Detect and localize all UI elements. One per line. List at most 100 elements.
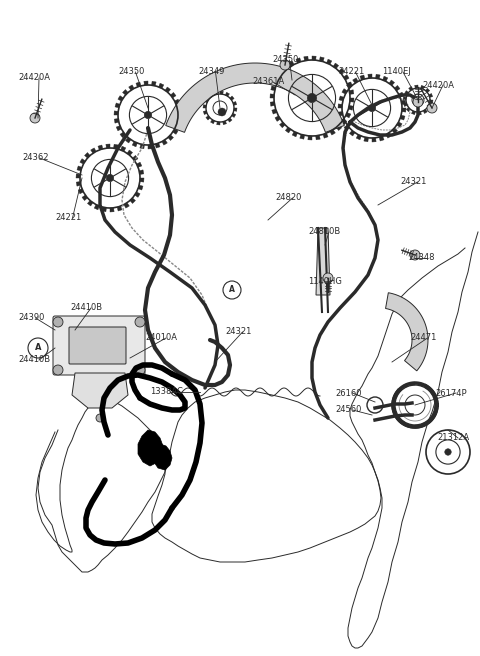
Polygon shape [114,144,118,149]
Polygon shape [319,57,324,62]
Polygon shape [87,201,93,206]
Text: 24410B: 24410B [70,304,102,312]
Polygon shape [272,109,277,114]
Polygon shape [411,382,415,385]
Polygon shape [392,401,396,405]
Text: 24349: 24349 [198,68,224,77]
Polygon shape [124,203,129,208]
Polygon shape [308,136,312,140]
Polygon shape [386,133,391,138]
Polygon shape [178,115,182,119]
Text: 24420A: 24420A [18,73,50,83]
Polygon shape [404,383,408,388]
Polygon shape [72,373,128,408]
Polygon shape [232,113,236,117]
Text: 24420A: 24420A [422,81,454,89]
Polygon shape [137,162,142,167]
Circle shape [107,174,114,182]
Polygon shape [304,56,308,61]
Polygon shape [118,96,123,101]
Text: 24321: 24321 [400,178,426,186]
Polygon shape [208,94,212,98]
Polygon shape [177,107,182,112]
Polygon shape [117,206,122,211]
Polygon shape [154,444,172,470]
Polygon shape [132,155,138,161]
Polygon shape [94,205,99,210]
Polygon shape [273,78,278,83]
Polygon shape [203,105,206,108]
Polygon shape [383,76,388,81]
Circle shape [28,338,48,358]
Polygon shape [300,134,305,139]
Polygon shape [270,102,275,106]
Polygon shape [408,87,413,91]
Polygon shape [403,96,406,100]
Polygon shape [214,91,217,95]
Polygon shape [165,87,170,92]
Polygon shape [397,388,402,392]
Polygon shape [138,185,143,190]
Polygon shape [98,145,103,150]
Text: 24010A: 24010A [145,333,177,342]
Polygon shape [270,94,274,98]
FancyBboxPatch shape [53,316,145,375]
Polygon shape [326,59,332,64]
Text: 24321: 24321 [225,327,252,337]
Polygon shape [347,83,352,88]
Text: 21312A: 21312A [437,434,469,443]
Polygon shape [350,98,354,102]
Polygon shape [356,134,361,140]
Polygon shape [173,129,178,134]
Circle shape [135,317,145,327]
Text: 24810B: 24810B [308,228,340,237]
Polygon shape [339,68,345,74]
Polygon shape [225,92,229,96]
Polygon shape [353,78,358,83]
Circle shape [307,93,317,102]
Polygon shape [114,119,119,123]
Polygon shape [152,81,156,86]
Polygon shape [140,144,144,149]
Text: 24410B: 24410B [18,356,50,365]
Polygon shape [402,108,406,112]
Polygon shape [431,390,435,395]
Polygon shape [234,108,237,112]
Polygon shape [120,146,126,152]
Polygon shape [220,91,223,94]
Text: 24221: 24221 [338,68,364,77]
Polygon shape [344,75,349,80]
Polygon shape [406,108,410,112]
Polygon shape [125,138,131,143]
Text: A: A [35,344,41,352]
Polygon shape [340,119,346,124]
Polygon shape [158,83,164,89]
FancyBboxPatch shape [69,327,126,364]
Polygon shape [395,415,400,420]
Polygon shape [344,125,349,131]
Polygon shape [422,422,427,426]
Polygon shape [420,85,424,89]
Polygon shape [398,92,404,97]
Text: 24390: 24390 [18,314,44,323]
Polygon shape [330,130,336,135]
Polygon shape [78,189,84,194]
Circle shape [413,97,423,107]
Polygon shape [392,409,396,413]
Polygon shape [423,110,427,113]
Polygon shape [379,136,384,141]
Circle shape [410,250,420,260]
Polygon shape [435,405,438,409]
Circle shape [427,103,437,113]
Polygon shape [347,82,352,87]
Polygon shape [102,207,107,212]
Polygon shape [175,99,180,104]
Polygon shape [349,90,354,94]
Circle shape [53,317,63,327]
Polygon shape [132,142,137,147]
Circle shape [444,449,451,455]
Polygon shape [144,81,148,85]
Text: 24348: 24348 [408,253,434,262]
Polygon shape [228,118,232,122]
Polygon shape [206,115,210,120]
